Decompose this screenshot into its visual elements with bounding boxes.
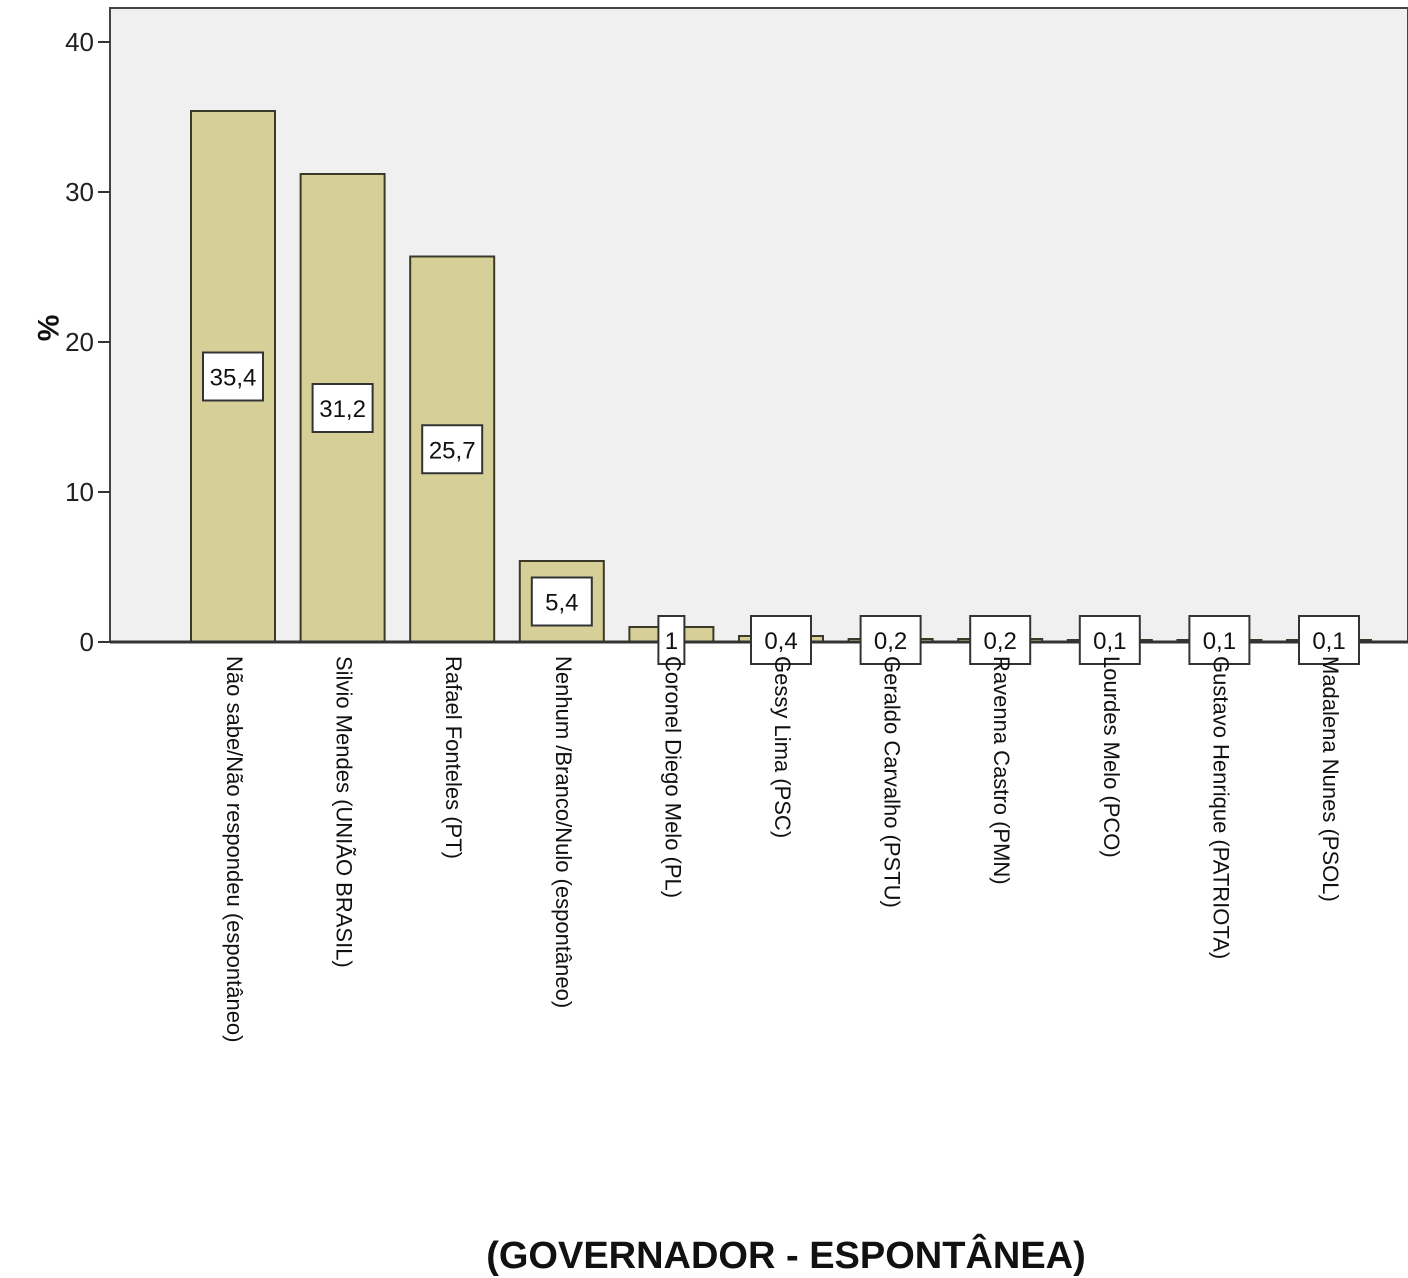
data-label-text: 0,1 <box>1203 628 1236 655</box>
data-label-text: 0,1 <box>1312 628 1345 655</box>
y-axis: 0 10 20 30 40 <box>65 27 110 657</box>
data-label: 1 <box>657 615 686 665</box>
y-tick-label: 20 <box>65 327 94 357</box>
data-label-text: 0,2 <box>984 628 1017 655</box>
data-label: 35,4 <box>202 351 264 402</box>
category-label: Ravenna Castro (PMN) <box>989 656 1014 885</box>
category-label: Silvio Mendes (UNIÃO BRASIL) <box>332 656 357 968</box>
y-axis-label: % <box>31 315 64 342</box>
category-label: Geraldo Carvalho (PSTU) <box>880 656 905 908</box>
data-label: 0,1 <box>1298 615 1360 665</box>
data-label-text: 35,4 <box>210 365 257 392</box>
data-label-box <box>859 615 922 665</box>
data-label-box <box>202 351 264 402</box>
data-label: 25,7 <box>421 424 484 475</box>
y-tick-label: 30 <box>65 177 94 207</box>
data-label-text: 31,2 <box>319 396 366 423</box>
category-label: Não sabe/Não respondeu (espontâneo) <box>222 656 247 1043</box>
data-label: 0,1 <box>1078 615 1141 665</box>
category-label: Nenhum /Branco/Nulo (espontâneo) <box>551 656 576 1008</box>
category-labels: Não sabe/Não respondeu (espontâneo) Silvi… <box>222 656 1343 1043</box>
data-label-text: 0,2 <box>874 628 907 655</box>
data-label-box <box>1078 615 1141 665</box>
data-label-box <box>530 576 593 627</box>
data-label: 0,4 <box>750 615 812 665</box>
data-label-box <box>657 615 686 665</box>
data-label-text: 25,7 <box>429 437 476 464</box>
category-label: Gustavo Henrique (PATRIOTA) <box>1208 656 1233 959</box>
data-label-text: 0,1 <box>1093 628 1126 655</box>
data-label: 0,1 <box>1188 615 1251 665</box>
data-label-box <box>969 615 1032 665</box>
category-label: Rafael Fonteles (PT) <box>441 656 466 859</box>
data-label: 31,2 <box>311 383 374 433</box>
y-tick-label: 10 <box>65 477 94 507</box>
data-label: 0,2 <box>859 615 922 665</box>
data-label: 5,4 <box>530 576 593 627</box>
data-label-box <box>750 615 812 665</box>
x-axis-label: (GOVERNADOR - ESPONTÂNEA) <box>486 1233 1086 1277</box>
data-label-box <box>421 424 484 475</box>
data-label-box <box>311 383 374 433</box>
data-label: 0,2 <box>969 615 1032 665</box>
category-label: Coronel Diego Melo (PL) <box>660 656 685 898</box>
data-label-box <box>1298 615 1360 665</box>
data-label-text: 0,4 <box>764 628 797 655</box>
y-tick-label: 0 <box>80 627 94 657</box>
y-tick-label: 40 <box>65 27 94 57</box>
data-label-text: 1 <box>665 628 678 655</box>
data-labels: 35,4 31,2 25,7 5,4 1 0,4 0,2 0,2 0,1 0,1 0,1 <box>202 351 1360 665</box>
category-label: Madalena Nunes (PSOL) <box>1318 656 1343 902</box>
data-label-text: 5,4 <box>545 590 578 617</box>
category-label: Lourdes Melo (PCO) <box>1099 656 1124 858</box>
data-label-box <box>1188 615 1251 665</box>
category-label: Gessy Lima (PSC) <box>770 656 795 838</box>
